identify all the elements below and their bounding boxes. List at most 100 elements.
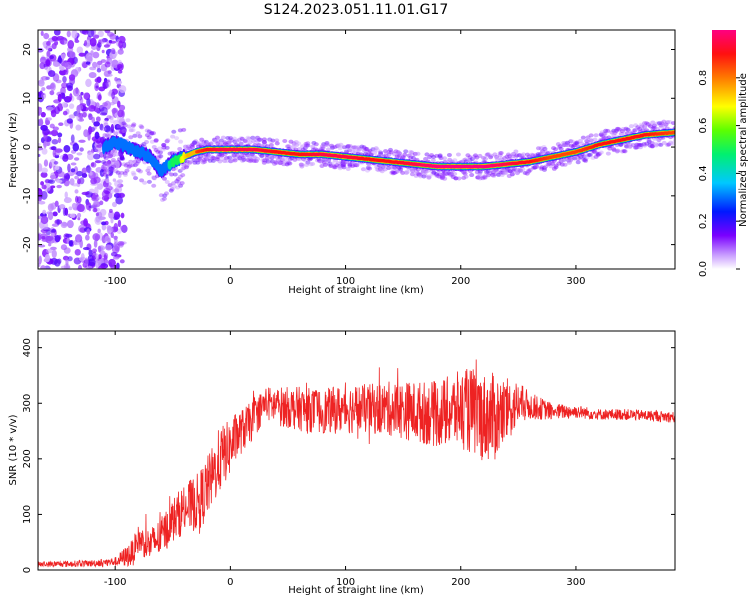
spectrogram-halo-blob <box>519 153 525 158</box>
spectrogram-halo-blob <box>327 163 333 168</box>
spectrogram-halo-blob <box>191 158 197 163</box>
spectrogram-halo-blob <box>511 166 517 171</box>
spectrogram-halo-blob <box>164 145 170 150</box>
spectrogram-halo-blob <box>130 170 136 175</box>
spectrogram-halo-blob <box>219 153 225 158</box>
spectrogram-noise-blob <box>45 235 54 242</box>
spectrogram-noise-blob <box>40 124 48 132</box>
spectrogram-halo-blob <box>452 171 458 176</box>
spectrogram-halo-blob <box>579 153 585 158</box>
spectrogram-halo-blob <box>503 171 509 176</box>
spectrogram-noise-blob <box>107 153 114 159</box>
spectrogram-halo-blob <box>168 188 174 193</box>
spectrogram-halo-blob <box>177 174 183 179</box>
spectrogram-halo-blob <box>656 142 662 147</box>
spectrogram-halo-blob <box>433 172 439 177</box>
spectrogram-halo-blob <box>119 170 125 175</box>
spectrogram-noise-blob <box>38 196 42 202</box>
spectrogram-halo-blob <box>584 139 590 144</box>
spectrogram-halo-blob <box>122 172 128 177</box>
spectrogram-noise-blob <box>68 74 76 81</box>
spectrogram-noise-blob <box>81 173 88 178</box>
spectrogram-halo-blob <box>656 138 662 143</box>
spectrogram-halo-blob <box>513 149 519 154</box>
spectrogram-halo-blob <box>491 174 497 179</box>
spectrogram-halo-blob <box>514 171 520 176</box>
spectrogram-halo-blob <box>199 137 205 142</box>
spectrogram-halo-blob <box>483 172 489 177</box>
spectrogram-halo-blob <box>303 141 309 146</box>
spectrogram-noise-blob <box>79 227 86 233</box>
spectrogram-noise-blob <box>57 93 62 103</box>
spectrogram-noise-blob <box>38 244 46 248</box>
spectrogram-halo-blob <box>386 165 392 170</box>
spectrogram-halo-blob <box>403 149 409 154</box>
spectrogram-halo-blob <box>564 140 570 145</box>
spectrogram-halo-blob <box>228 136 234 141</box>
spectrogram-halo-blob <box>625 127 631 132</box>
spectrogram-halo-blob <box>193 139 199 144</box>
spectrogram-noise-blob <box>76 204 85 213</box>
spectrogram-noise-blob <box>97 30 104 38</box>
spectrogram-noise-blob <box>96 144 103 148</box>
spectrogram-halo-blob <box>183 165 189 170</box>
spectrogram-noise-blob <box>62 76 67 83</box>
spectrogram-halo-blob <box>240 155 246 160</box>
spectrogram-halo-blob <box>134 161 140 166</box>
spectrogram-halo-blob <box>496 172 502 177</box>
spectrogram-noise-blob <box>83 129 89 138</box>
spectrogram-halo-blob <box>420 169 426 174</box>
spectrogram-halo-blob <box>393 169 399 174</box>
spectrogram-halo-blob <box>175 177 181 182</box>
spectrogram-halo-blob <box>354 163 360 168</box>
spectrogram-halo-blob <box>286 160 292 165</box>
spectrogram-halo-blob <box>308 162 314 167</box>
spectrogram-noise-blob <box>69 178 75 186</box>
spectrogram-halo-blob <box>184 163 190 168</box>
spectrogram-noise-blob <box>47 203 54 212</box>
spectrogram-halo-blob <box>264 158 270 163</box>
spectrogram-halo-blob <box>630 143 636 148</box>
spectrogram-noise-blob <box>78 52 86 57</box>
spectrogram-halo-blob <box>622 149 628 154</box>
spectrogram-noise-blob <box>61 101 67 108</box>
spectrogram-halo-blob <box>423 156 429 161</box>
spectrogram-halo-blob <box>485 169 491 174</box>
spectrogram-halo-blob <box>416 171 422 176</box>
spectrogram-noise-blob <box>80 253 85 261</box>
spectrogram-halo-blob <box>440 175 446 180</box>
spectrogram-noise-blob <box>69 51 76 59</box>
spectrogram-halo-blob <box>373 146 379 151</box>
spectrogram-halo-blob <box>546 161 552 166</box>
spectrogram-halo-blob <box>102 133 108 138</box>
spectrogram-halo-blob <box>113 169 119 174</box>
spectrogram-halo-blob <box>340 160 346 165</box>
spectrogram-halo-blob <box>632 128 638 133</box>
spectrogram-noise-blob <box>65 257 69 266</box>
spectrogram-halo-blob <box>172 172 178 177</box>
spectrogram-halo-blob <box>633 145 639 150</box>
spectrogram-halo-blob <box>507 154 513 159</box>
spectrogram-halo-blob <box>218 157 224 162</box>
spectrogram-halo-blob <box>386 149 392 154</box>
spectrogram-noise-blob <box>117 109 124 118</box>
spectrogram-halo-blob <box>624 144 630 149</box>
spectrogram-halo-blob <box>153 138 159 143</box>
spectrogram-halo-blob <box>636 142 642 147</box>
spectrogram-halo-blob <box>223 156 229 161</box>
spectrogram-halo-blob <box>195 160 201 165</box>
spectrogram-halo-blob <box>467 158 473 163</box>
spectrogram-halo-blob <box>650 144 656 149</box>
spectrogram-halo-blob <box>151 131 157 136</box>
spectrogram-halo-blob <box>456 176 462 181</box>
spectrogram-halo-blob <box>370 147 376 152</box>
spectrogram-halo-blob <box>611 146 617 151</box>
spectrogram-halo-blob <box>505 152 511 157</box>
spectrogram-halo-blob <box>473 153 479 158</box>
spectrogram-halo-blob <box>312 147 318 152</box>
spectrogram-halo-blob <box>627 142 633 147</box>
spectrogram-noise-blob <box>69 213 76 218</box>
spectrogram-halo-blob <box>379 167 385 172</box>
spectrogram-halo-blob <box>410 155 416 160</box>
spectrogram-noise-blob <box>63 197 72 204</box>
